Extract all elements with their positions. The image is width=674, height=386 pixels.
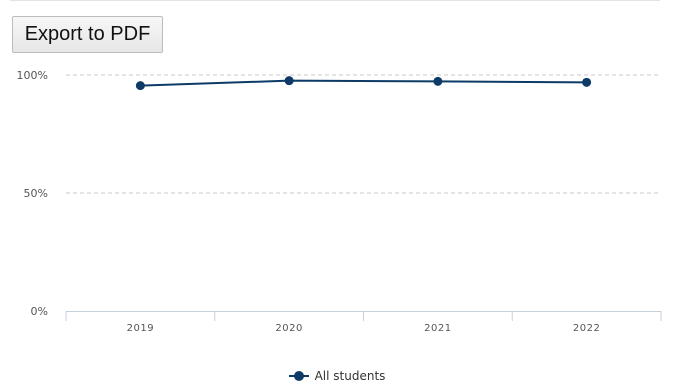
data-point-2020[interactable] — [284, 76, 294, 86]
export-pdf-button[interactable]: Export to PDF — [12, 16, 163, 53]
series-line — [140, 79, 587, 87]
x-tick-label: 2019 — [127, 323, 154, 334]
legend-item-all-students[interactable]: All students — [0, 366, 674, 386]
y-tick-label: 0% — [31, 305, 48, 318]
legend-line-marker-icon — [288, 370, 309, 382]
grid-lines — [66, 74, 661, 194]
data-point-2019[interactable] — [135, 81, 145, 91]
x-tick-label: 2022 — [573, 323, 600, 334]
x-tick-label: 2020 — [275, 323, 302, 334]
series-all-students — [135, 76, 592, 91]
line-chart: 0% 50% 100% 2019 2020 2021 2022 — [17, 69, 662, 334]
y-tick-label: 100% — [17, 69, 48, 82]
data-point-2022[interactable] — [582, 77, 592, 87]
x-tick-label: 2021 — [424, 323, 451, 334]
data-point-2021[interactable] — [433, 76, 443, 86]
x-axis: 2019 2020 2021 2022 — [65, 311, 662, 334]
legend-label: All students — [314, 369, 386, 383]
y-axis-tick-labels: 0% 50% 100% — [17, 69, 48, 318]
top-divider — [10, 0, 660, 1]
y-tick-label: 50% — [24, 187, 48, 200]
